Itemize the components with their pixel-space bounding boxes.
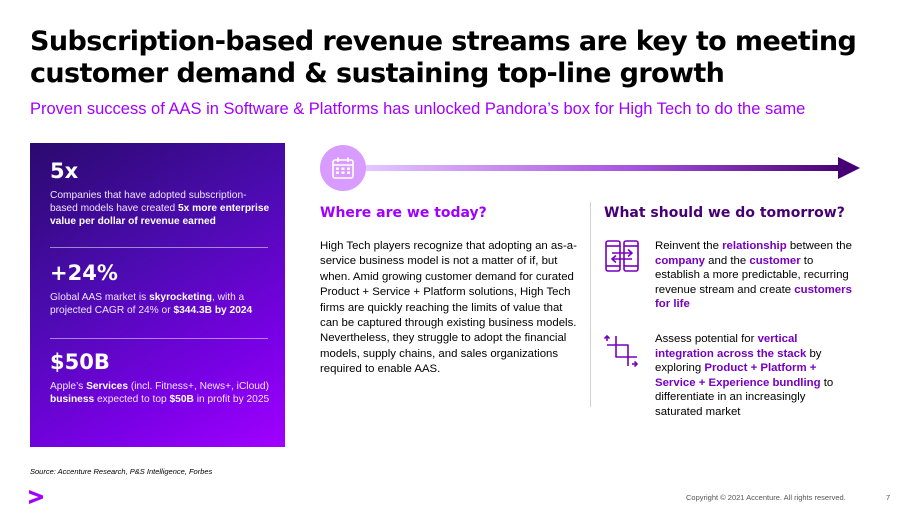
stat-value: 5x <box>50 159 79 183</box>
text-run: by exploring <box>655 347 822 375</box>
timeline-arrow <box>366 157 860 179</box>
stat-description: Global AAS market is skyrocketing, with … <box>50 291 270 317</box>
stat-description: Companies that have adopted subscription… <box>50 189 270 228</box>
device-exchange-icon <box>605 240 639 272</box>
text-run: expected to top <box>94 394 170 405</box>
text-run: , with a projected CAGR of 24% or <box>50 292 245 316</box>
section-body-today: High Tech players recognize that adoptin… <box>320 240 577 376</box>
stat-value: +24% <box>50 261 118 285</box>
text-run: to establish a more predictable, recurri… <box>655 254 849 296</box>
page-number: 7 <box>886 493 891 502</box>
emphasized-text: $344.3B <box>173 305 212 316</box>
emphasized-text: Services <box>86 381 128 392</box>
emphasized-text: customers for life <box>655 283 852 311</box>
text-run: Assess potential for <box>655 333 758 345</box>
text-run: Companies that have adopted subscription… <box>50 190 247 214</box>
emphasized-text: customer <box>749 254 801 267</box>
stat-enterprise-value: 5x Companies that have adopted subscript… <box>50 158 270 228</box>
emphasized-text: by 2024 <box>214 305 253 316</box>
stats-panel: 5x Companies that have adopted subscript… <box>30 143 285 447</box>
text-run: Apple’s <box>50 381 87 392</box>
emphasized-text: relationship <box>722 240 787 252</box>
emphasized-text: company <box>655 254 706 267</box>
emphasized-text: business <box>50 394 95 405</box>
page-subtitle: Proven success of AAS in Software & Plat… <box>30 100 806 118</box>
stat-apple-services: $50B Apple’s Services (incl. Fitness+, N… <box>50 349 270 406</box>
action-item-vertical-integration: Assess potential for vertical integratio… <box>655 332 855 420</box>
text-run: (incl. Fitness+, News+, iCloud) <box>127 381 269 392</box>
stat-divider <box>50 247 268 248</box>
stat-value: $50B <box>50 350 110 374</box>
source-note: Source: Accenture Research, P&S Intellig… <box>30 467 213 476</box>
text-run: and the <box>705 254 750 267</box>
stat-description: Apple’s Services (incl. Fitness+, News+,… <box>50 380 270 406</box>
crop-arrows-icon <box>604 335 638 368</box>
emphasized-text: $50B <box>169 394 194 405</box>
section-heading-tomorrow: What should we do tomorrow? <box>604 205 845 221</box>
page-title: Subscription-based revenue streams are k… <box>30 26 857 89</box>
emphasized-text: vertical integration across the stack <box>655 333 807 360</box>
emphasized-text: skyrocketing <box>149 292 212 303</box>
text-run: Global AAS market is <box>50 292 150 303</box>
text-run: in profit by 2025 <box>193 394 270 405</box>
text-run: between the <box>786 240 852 252</box>
text-run: Reinvent the <box>655 240 723 252</box>
stat-market-growth: +24% Global AAS market is skyrocketing, … <box>50 260 270 317</box>
emphasized-text: Product + Platform + Service + Experienc… <box>655 362 821 389</box>
accenture-logo-icon <box>29 490 43 504</box>
text-run: to differentiate in an increasingly satu… <box>655 376 834 418</box>
action-item-relationship: Reinvent the relationship between the co… <box>655 239 855 312</box>
calendar-icon <box>320 145 366 191</box>
copyright: Copyright © 2021 Accenture. All rights r… <box>686 493 846 502</box>
section-heading-today: Where are we today? <box>320 205 487 221</box>
column-divider <box>590 202 591 407</box>
stat-divider <box>50 338 268 339</box>
emphasized-text: 5x more enterprise value per dollar of r… <box>50 203 270 227</box>
